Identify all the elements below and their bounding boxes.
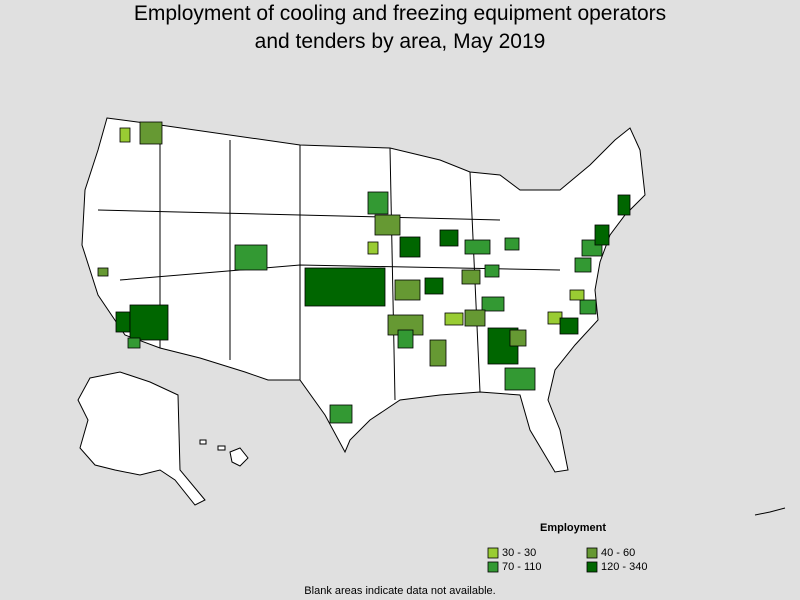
state-border	[97, 209, 501, 221]
area	[579, 299, 597, 315]
alaska	[77, 371, 206, 506]
area	[394, 279, 421, 301]
area	[464, 309, 486, 327]
area	[367, 241, 379, 255]
area	[484, 264, 500, 278]
legend-swatch	[487, 561, 499, 573]
legend-label: 70 - 110	[502, 561, 542, 573]
area	[594, 224, 610, 246]
area	[374, 214, 401, 236]
area	[481, 296, 505, 312]
legend-swatch	[487, 547, 499, 559]
employment-areas	[97, 121, 631, 424]
area	[234, 244, 268, 271]
area	[329, 404, 353, 424]
state-border	[389, 147, 396, 401]
area	[429, 339, 447, 367]
area	[444, 312, 464, 326]
map-shapes	[77, 117, 786, 516]
legend-label: 30 - 30	[502, 547, 536, 559]
area	[464, 239, 491, 255]
legend-label: 120 - 340	[601, 561, 647, 573]
area	[424, 277, 444, 295]
area	[119, 127, 131, 143]
puerto-rico	[754, 507, 786, 516]
legend-title: Employment	[540, 522, 606, 534]
area	[504, 367, 536, 391]
hawaii-islands	[199, 439, 207, 445]
area	[559, 317, 579, 335]
legend-swatch	[586, 547, 598, 559]
hawaii	[229, 447, 249, 467]
area	[569, 289, 585, 301]
area	[439, 229, 459, 247]
legend-swatch	[586, 561, 598, 573]
area	[127, 337, 141, 349]
area	[509, 329, 527, 347]
area	[115, 311, 131, 333]
legend-label: 40 - 60	[601, 547, 635, 559]
area	[397, 329, 414, 349]
area	[399, 236, 421, 258]
area	[97, 267, 109, 277]
legend: 30 - 30 40 - 60 70 - 110 120 - 340	[487, 547, 647, 573]
area	[617, 194, 631, 216]
area	[304, 267, 386, 307]
state-border	[119, 264, 561, 281]
area	[504, 237, 520, 251]
hawaii-islands	[217, 445, 226, 451]
area	[367, 191, 389, 215]
area	[139, 121, 163, 145]
area	[461, 269, 481, 285]
map-title: Employment of cooling and freezing equip…	[133, 2, 667, 53]
area	[129, 304, 169, 341]
area	[574, 257, 592, 273]
footnote: Blank areas indicate data not available.	[304, 585, 495, 597]
